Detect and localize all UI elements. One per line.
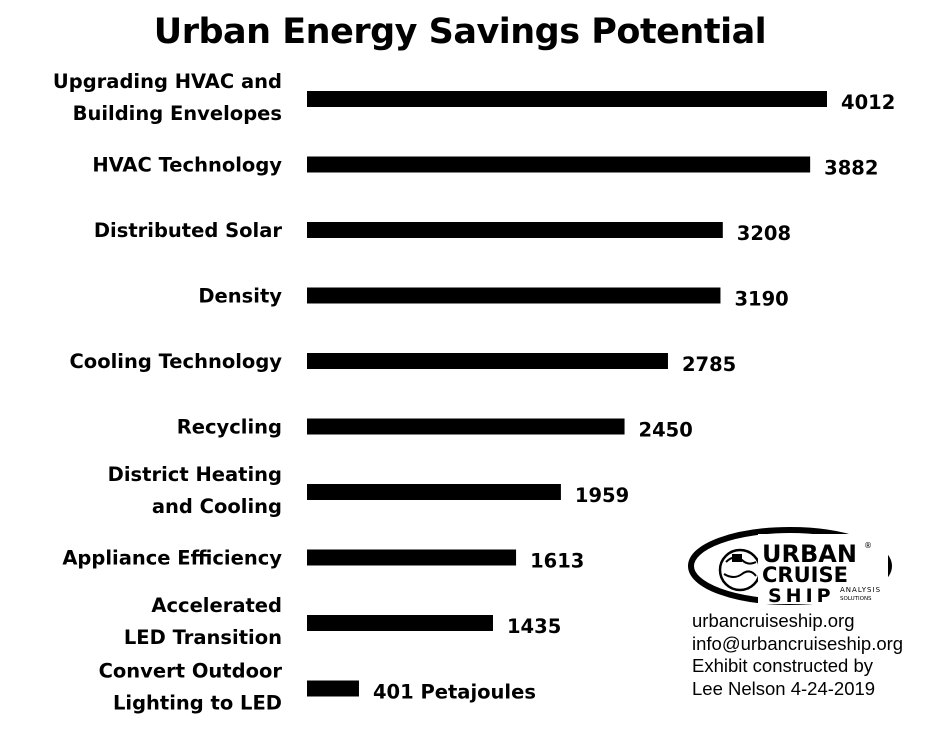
bar-5 [307,418,625,435]
category-label-6-0: District Heating [108,463,282,486]
category-label-4-0: Cooling Technology [69,350,282,373]
category-label-2-0: Distributed Solar [94,219,283,242]
value-label-9: 401 Petajoules [373,681,536,704]
category-label-0-1: Building Envelopes [73,102,282,125]
bar-7 [307,549,517,566]
credits-block: urbancruiseship.org info@urbancruiseship… [692,610,903,700]
exhibit-line: Exhibit constructed by [692,655,873,676]
logo-line2: CRUISE [762,563,848,587]
author-date-line: Lee Nelson 4-24-2019 [692,677,876,699]
value-label-3: 3190 [734,288,788,311]
bar-1 [307,156,811,173]
value-label-4: 2785 [682,353,736,376]
category-label-0-0: Upgrading HVAC and [53,70,282,93]
bar-9 [307,680,359,697]
category-label-9-1: Lighting to LED [113,692,282,715]
value-label-5: 2450 [639,419,693,442]
category-label-6-1: and Cooling [152,495,282,518]
category-label-7-0: Appliance Efficiency [62,547,282,570]
value-label-6: 1959 [575,484,629,507]
category-label-8-0: Accelerated [151,594,282,617]
bar-3 [307,287,721,304]
category-label-9-0: Convert Outdoor [99,660,283,683]
value-label-2: 3208 [737,222,791,245]
bar-6 [307,484,561,500]
chart-title: Urban Energy Savings Potential [153,12,767,52]
category-label-5-0: Recycling [177,416,282,439]
website-text: urbancruiseship.org [692,610,855,631]
bar-4 [307,353,668,369]
logo-sub1: ANALYSIS [840,586,881,594]
logo-line1: URBAN [762,540,857,568]
logo-registered-mark: ® [864,541,872,550]
value-label-7: 1613 [530,550,584,573]
category-label-1-0: HVAC Technology [92,154,282,177]
logo-line3: SHIP [768,585,835,607]
email-text: info@urbancruiseship.org [692,632,904,654]
logo-sub2: SOLUTIONS [840,596,872,602]
category-label-8-1: LED Transition [124,626,282,649]
value-label-0: 4012 [841,91,895,114]
urban-cruise-ship-logo: URBAN ® CRUISE SHIP ANALYSIS SOLUTIONS [688,527,892,607]
bar-0 [307,91,827,107]
bar-2 [307,222,723,238]
category-label-3-0: Density [198,285,282,308]
value-label-8: 1435 [507,615,561,638]
value-label-1: 3882 [824,157,878,180]
bar-8 [307,615,493,631]
